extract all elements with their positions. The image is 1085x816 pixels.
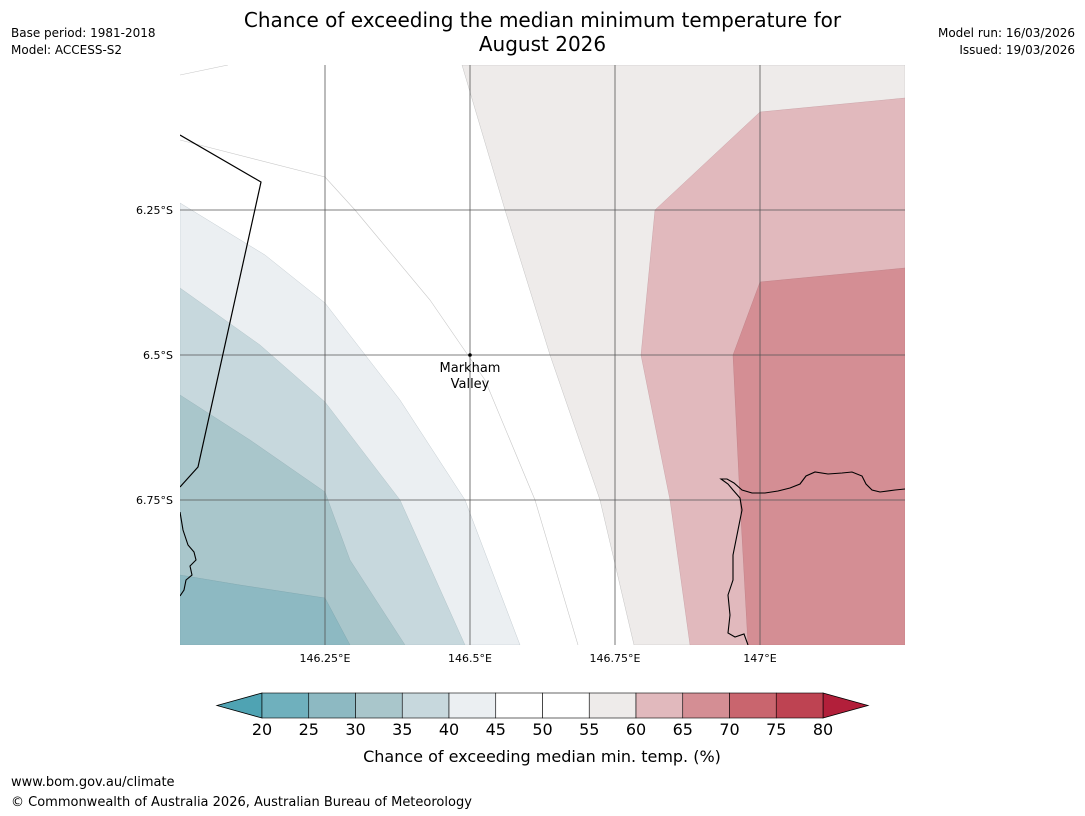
colorbar-over-arrow bbox=[822, 692, 870, 719]
colorbar-bin bbox=[495, 692, 543, 719]
colorbar-bin bbox=[682, 692, 730, 719]
map-area bbox=[180, 65, 905, 645]
lon-label-1: 146.25°E bbox=[300, 652, 351, 665]
colorbar-tick-label: 20 bbox=[252, 720, 272, 739]
colorbar-tick-label: 70 bbox=[719, 720, 739, 739]
colorbar-tick-label: 75 bbox=[766, 720, 786, 739]
base-period: Base period: 1981-2018 bbox=[11, 26, 156, 40]
colorbar-bin bbox=[542, 692, 590, 719]
contour-line-upper-left bbox=[180, 65, 229, 76]
lat-label-1: 6.25°S bbox=[136, 204, 173, 217]
meta-right: Model run: 16/03/2026 Issued: 19/03/2026 bbox=[938, 25, 1075, 59]
lon-label-3: 146.75°E bbox=[590, 652, 641, 665]
model-name: Model: ACCESS-S2 bbox=[11, 43, 123, 57]
title-line-1: Chance of exceeding the median minimum t… bbox=[243, 8, 842, 32]
colorbar-bin bbox=[775, 692, 824, 719]
colorbar-bin bbox=[355, 692, 403, 719]
colorbar-tick-label: 40 bbox=[439, 720, 459, 739]
colorbar-bin bbox=[308, 692, 356, 719]
lon-label-4: 147°E bbox=[743, 652, 776, 665]
colorbar-tick-label: 80 bbox=[813, 720, 833, 739]
footer-copyright: © Commonwealth of Australia 2026, Austra… bbox=[11, 795, 472, 810]
colorbar-under-arrow bbox=[215, 692, 263, 719]
lat-label-3: 6.75°S bbox=[136, 494, 173, 507]
issued-date: Issued: 19/03/2026 bbox=[959, 43, 1075, 57]
colorbar-tick-label: 30 bbox=[345, 720, 365, 739]
band-65-70 bbox=[732, 267, 905, 645]
colorbar-tick-label: 65 bbox=[673, 720, 693, 739]
band-30-35 bbox=[180, 394, 406, 645]
lon-label-2: 146.5°E bbox=[448, 652, 492, 665]
graticule bbox=[180, 65, 905, 645]
colorbar-tick-label: 45 bbox=[486, 720, 506, 739]
coastline-gulf bbox=[719, 471, 905, 645]
band-25-30 bbox=[180, 574, 351, 645]
colorbar-bin bbox=[401, 692, 450, 719]
colorbar-label: Chance of exceeding median min. temp. (%… bbox=[363, 747, 721, 766]
place-marker bbox=[468, 353, 472, 357]
colorbar-bin bbox=[261, 692, 310, 719]
colorbar-tick-label: 60 bbox=[626, 720, 646, 739]
colorbar: 20 25 30 35 40 45 50 55 60 65 70 75 80 Chance of exc… bbox=[215, 692, 870, 766]
footer-website[interactable]: www.bom.gov.au/climate bbox=[11, 775, 175, 790]
colorbar-bin bbox=[729, 692, 777, 719]
colorbar-bin bbox=[588, 692, 637, 719]
colorbar-tick-label: 50 bbox=[532, 720, 552, 739]
model-run: Model run: 16/03/2026 bbox=[937, 26, 1075, 40]
colorbar-bin bbox=[448, 692, 497, 719]
colorbar-tick-label: 55 bbox=[579, 720, 599, 739]
chart-title: Chance of exceeding the median minimum t… bbox=[180, 8, 905, 56]
coastline-west bbox=[180, 511, 197, 597]
title-line-2: August 2026 bbox=[478, 32, 607, 56]
lat-label-2: 6.5°S bbox=[143, 349, 173, 362]
place-name-line-1: Markham bbox=[440, 361, 501, 376]
colorbar-tick-label: 25 bbox=[299, 720, 319, 739]
place-name-line-2: Valley bbox=[451, 377, 490, 392]
meta-left: Base period: 1981-2018 Model: ACCESS-S2 bbox=[11, 25, 156, 59]
province-border bbox=[180, 134, 262, 488]
colorbar-bin bbox=[635, 692, 684, 719]
colorbar-tick-label: 35 bbox=[392, 720, 412, 739]
